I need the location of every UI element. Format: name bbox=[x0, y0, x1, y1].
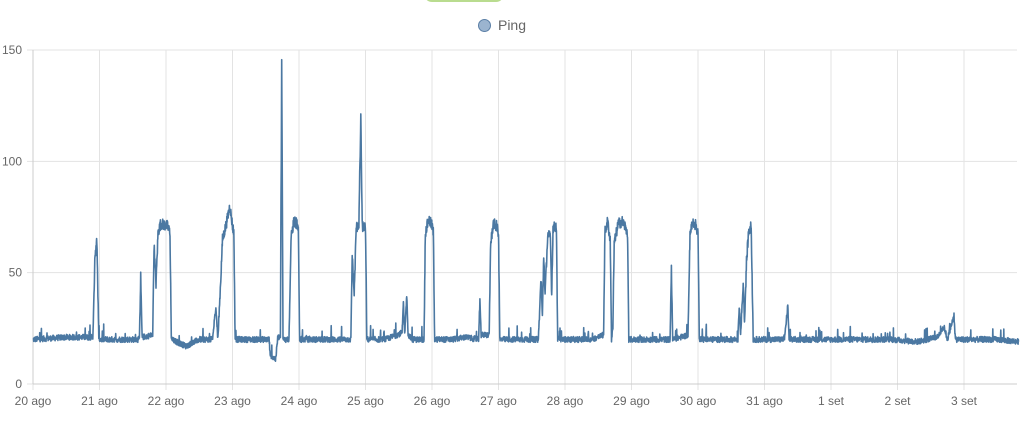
x-tick-label: 25 ago bbox=[347, 394, 384, 408]
x-tick-label: 20 ago bbox=[15, 394, 52, 408]
x-tick-label: 24 ago bbox=[281, 394, 318, 408]
x-tick-label: 2 set bbox=[884, 394, 911, 408]
x-tick-label: 23 ago bbox=[214, 394, 251, 408]
y-tick-label: 100 bbox=[2, 154, 22, 168]
x-tick-label: 3 set bbox=[951, 394, 978, 408]
x-tick-label: 28 ago bbox=[547, 394, 584, 408]
x-tick-label: 31 ago bbox=[746, 394, 783, 408]
x-tick-label: 29 ago bbox=[613, 394, 650, 408]
legend-swatch-ping bbox=[477, 18, 491, 32]
y-tick-label: 50 bbox=[9, 266, 23, 280]
chart-legend[interactable]: Ping bbox=[0, 17, 1024, 33]
x-tick-label: 22 ago bbox=[148, 394, 185, 408]
x-tick-label: 26 ago bbox=[414, 394, 451, 408]
x-tick-label: 1 set bbox=[818, 394, 845, 408]
y-tick-label: 150 bbox=[2, 43, 22, 57]
x-tick-label: 27 ago bbox=[480, 394, 517, 408]
y-tick-label: 0 bbox=[15, 377, 22, 391]
x-tick-label: 21 ago bbox=[81, 394, 118, 408]
series-line-ping bbox=[32, 58, 1020, 362]
legend-label-ping: Ping bbox=[497, 17, 527, 33]
x-tick-label: 30 ago bbox=[680, 394, 717, 408]
